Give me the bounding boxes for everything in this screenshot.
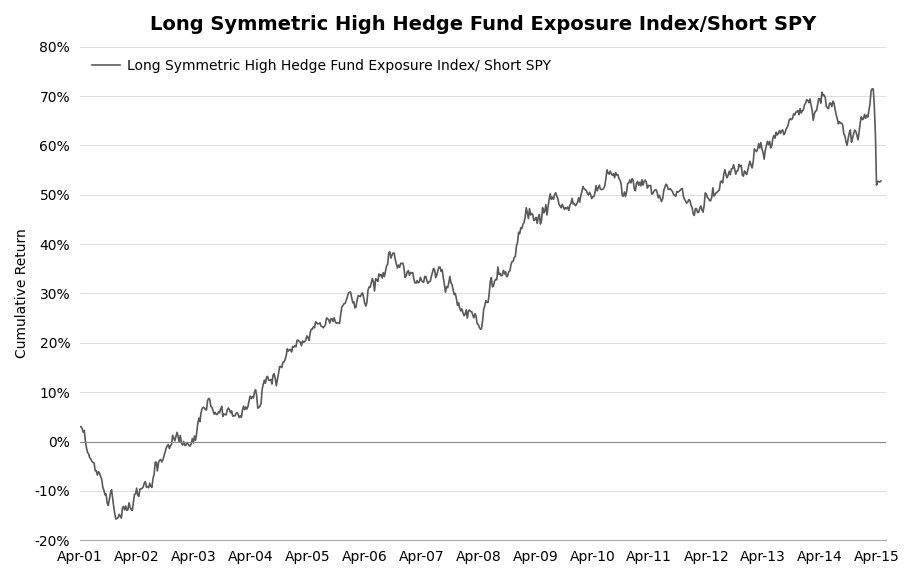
Title: Long Symmetric High Hedge Fund Exposure Index/Short SPY: Long Symmetric High Hedge Fund Exposure … — [150, 15, 816, 34]
Line: Long Symmetric High Hedge Fund Exposure Index/ Short SPY: Long Symmetric High Hedge Fund Exposure … — [80, 89, 881, 519]
Legend: Long Symmetric High Hedge Fund Exposure Index/ Short SPY: Long Symmetric High Hedge Fund Exposure … — [87, 54, 557, 79]
Y-axis label: Cumulative Return: Cumulative Return — [15, 229, 29, 358]
